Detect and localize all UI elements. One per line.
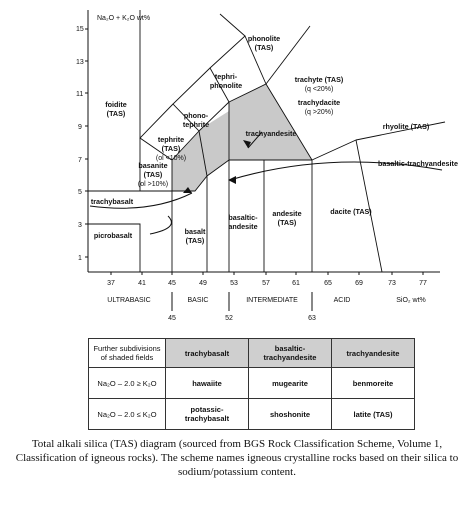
table-cell: hawaiite <box>165 367 249 399</box>
x-tick-marks <box>110 272 424 275</box>
tas-diagram: Na₂O + K₂O wt% 15 13 11 9 7 5 3 1 37 41 … <box>76 10 458 322</box>
x-tick-label: 77 <box>419 280 427 287</box>
x-tick-label: 53 <box>230 280 238 287</box>
boundary-value-45: 45 <box>168 315 176 322</box>
field-andesite: andesite <box>272 209 301 218</box>
field-phonolite: phonolite <box>248 34 280 43</box>
field-basaltic-trachyandesite: basaltic-trachyandesite <box>378 159 458 168</box>
field-phonotephrite: tephrite <box>183 120 209 129</box>
table-row: Na₂O – 2.0 ≥ K₂O hawaiite mugearite benm… <box>88 367 415 399</box>
zone-basic: BASIC <box>187 297 208 304</box>
arrowhead-trachybasalt <box>183 187 192 193</box>
subdivision-table: Further subdivisions of shaded fields tr… <box>88 338 415 430</box>
x-tick-label: 45 <box>168 280 176 287</box>
field-dacite: dacite (TAS) <box>330 207 372 216</box>
zone-intermediate: INTERMEDIATE <box>246 297 298 304</box>
field-tephrite: tephrite <box>158 135 184 144</box>
field-rhyolite: rhyolite (TAS) <box>383 122 430 131</box>
field-trachyandesite: trachyandesite <box>246 129 297 138</box>
x-tick-label: 69 <box>355 280 363 287</box>
table-cell-condition: Na₂O – 2.0 ≤ K₂O <box>88 398 166 430</box>
field-tephrite: (TAS) <box>162 144 181 153</box>
table-header-col2: basaltic-trachyandesite <box>248 338 332 368</box>
field-trachydacite: (q >20%) <box>305 109 334 116</box>
x-tick-label: 61 <box>292 280 300 287</box>
field-trachydacite: trachydacite <box>298 98 340 107</box>
field-trachyte: (q <20%) <box>305 86 334 93</box>
field-foidite: (TAS) <box>107 109 126 118</box>
figure-caption: Total alkali silica (TAS) diagram (sourc… <box>15 438 459 478</box>
y-tick-label: 1 <box>78 255 82 262</box>
table-header-col1: trachybasalt <box>165 338 249 368</box>
y-tick-label: 13 <box>76 59 84 66</box>
sio2-axis-label: SiO₂ wt% <box>396 297 426 304</box>
field-basalt: (TAS) <box>186 236 205 245</box>
table-header-col3: trachyandesite <box>331 338 415 368</box>
x-tick-label: 37 <box>107 280 115 287</box>
field-phonolite: (TAS) <box>255 43 274 52</box>
y-axis-label: Na₂O + K₂O wt% <box>97 15 150 22</box>
x-tick-label: 57 <box>262 280 270 287</box>
zone-acid: ACID <box>334 297 351 304</box>
zone-ultrabasic: ULTRABASIC <box>107 297 150 304</box>
field-trachybasalt: trachybasalt <box>91 197 134 206</box>
zone-separators <box>171 292 313 311</box>
field-basaltic-andesite: basaltic- <box>228 213 258 222</box>
field-basalt: basalt <box>185 227 206 236</box>
y-tick-label: 11 <box>76 91 83 98</box>
field-andesite: (TAS) <box>278 218 297 227</box>
table-header-first: Further subdivisions of shaded fields <box>88 338 166 368</box>
field-basanite: (ol >10%) <box>138 181 168 188</box>
field-phonotephrite: phono- <box>184 111 209 120</box>
y-tick-label: 3 <box>78 222 82 229</box>
table-cell: potassic-trachybasalt <box>165 398 249 430</box>
arrowhead-basaltic-trachyandesite <box>228 176 236 184</box>
y-tick-marks <box>85 28 88 258</box>
field-tephriphonolite: phonolite <box>210 81 242 90</box>
boundary-value-52: 52 <box>225 315 233 322</box>
arrowhead-trachyandesite <box>243 140 251 148</box>
table-cell: benmoreite <box>331 367 415 399</box>
y-tick-label: 5 <box>78 189 82 196</box>
table-header-row: Further subdivisions of shaded fields tr… <box>88 338 415 368</box>
shaded-trachyandesite-field <box>229 84 312 160</box>
table-cell: mugearite <box>248 367 332 399</box>
x-tick-label: 73 <box>388 280 396 287</box>
table-cell: shoshonite <box>248 398 332 430</box>
y-tick-label: 7 <box>78 157 82 164</box>
field-basanite: (TAS) <box>144 170 163 179</box>
x-tick-label: 49 <box>199 280 207 287</box>
shaded-basaltic-trachyandesite-field <box>199 111 229 176</box>
boundary-value-63: 63 <box>308 315 316 322</box>
x-tick-label: 65 <box>324 280 332 287</box>
y-tick-label: 9 <box>78 124 82 131</box>
table-cell: latite (TAS) <box>331 398 415 430</box>
x-tick-label: 41 <box>138 280 146 287</box>
subdivision-arrows <box>89 161 443 235</box>
table-row: Na₂O – 2.0 ≤ K₂O potassic-trachybasalt s… <box>88 398 415 430</box>
field-basaltic-andesite: andesite <box>228 222 257 231</box>
field-boundaries <box>88 10 446 273</box>
table-cell-condition: Na₂O – 2.0 ≥ K₂O <box>88 367 166 399</box>
field-tephriphonolite: tephri- <box>215 72 238 81</box>
field-tephrite: (ol <10%) <box>156 155 186 162</box>
field-foidite: foidite <box>105 100 127 109</box>
field-basanite: basanite <box>138 161 167 170</box>
field-trachyte: trachyte (TAS) <box>295 75 344 84</box>
shaded-trachybasalt-field <box>172 131 207 191</box>
arrow-trachyandesite <box>247 131 263 149</box>
y-tick-label: 15 <box>76 26 84 33</box>
field-picrobasalt: picrobasalt <box>94 231 133 240</box>
